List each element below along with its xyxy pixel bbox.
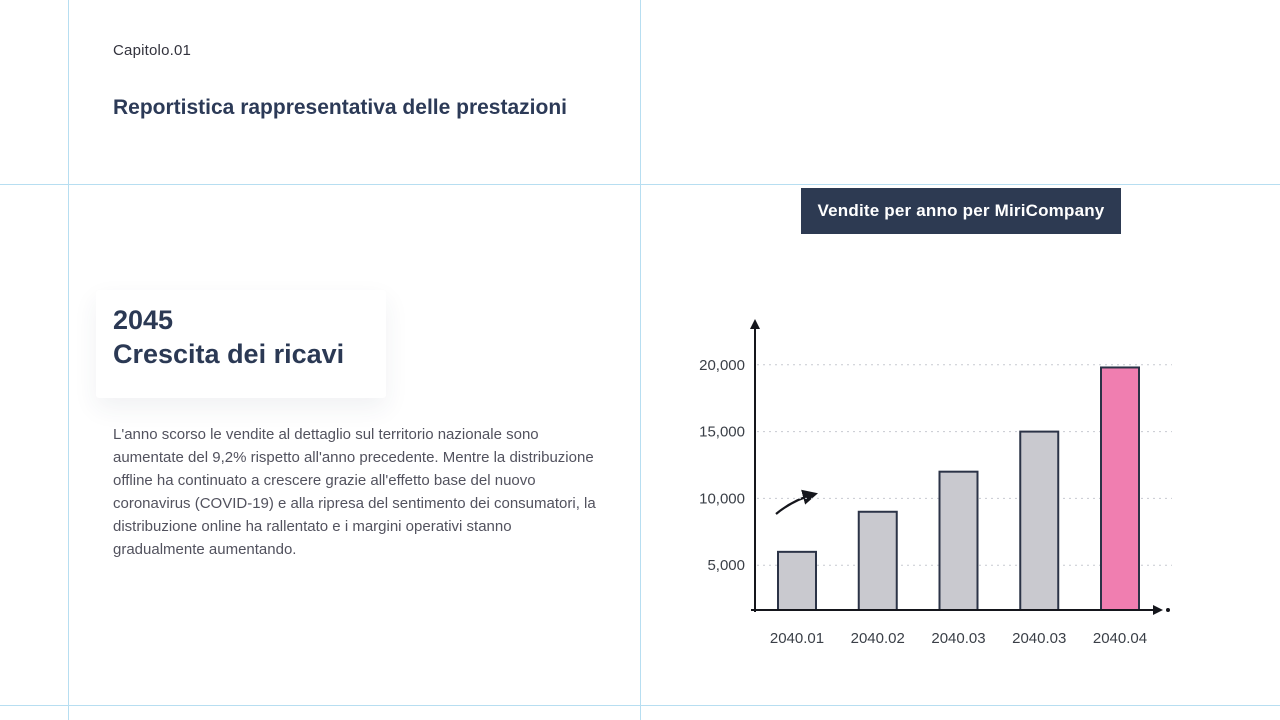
bar	[1019, 430, 1060, 611]
x-tick-label: 2040.03	[931, 630, 985, 647]
y-axis-arrow	[750, 319, 760, 329]
bar	[938, 470, 979, 611]
y-tick-label: 20,000	[699, 357, 745, 374]
section-year: 2045	[113, 305, 174, 335]
x-tick-label: 2040.04	[1093, 630, 1147, 647]
bar-chart: 5,000 10,000 15,000 20,000 2040.01 2040.02 204…	[699, 319, 1172, 647]
chart-title-label: Vendite per anno per MiriCompany	[817, 201, 1105, 220]
bar	[1100, 366, 1140, 611]
chart-title-badge: Vendite per anno per MiriCompany	[801, 188, 1121, 234]
x-tick-label: 2040.01	[770, 630, 824, 647]
y-tick-label: 15,000	[699, 424, 745, 441]
guide-line-horizontal-top	[0, 184, 1280, 185]
page-title: Reportistica rappresentativa delle prest…	[113, 96, 567, 119]
section-heading: Crescita dei ricavi	[113, 339, 345, 369]
x-axis-arrow	[1153, 605, 1163, 615]
x-tick-label: 2040.02	[851, 630, 905, 647]
guide-line-vertical-center	[640, 0, 641, 720]
guide-line-vertical-left	[68, 0, 69, 720]
bar	[857, 510, 898, 611]
body-paragraph: L'anno scorso le vendite al dettaglio su…	[113, 426, 596, 558]
guide-line-horizontal-bottom	[0, 705, 1280, 706]
trend-arrow-icon	[775, 489, 818, 515]
heading-card	[96, 290, 386, 398]
y-tick-label: 10,000	[699, 490, 745, 507]
x-axis-end-dot	[1166, 608, 1170, 612]
x-tick-label: 2040.03	[1012, 630, 1066, 647]
y-tick-label: 5,000	[707, 557, 745, 574]
chapter-label: Capitolo.01	[113, 42, 192, 59]
bar	[777, 550, 817, 611]
